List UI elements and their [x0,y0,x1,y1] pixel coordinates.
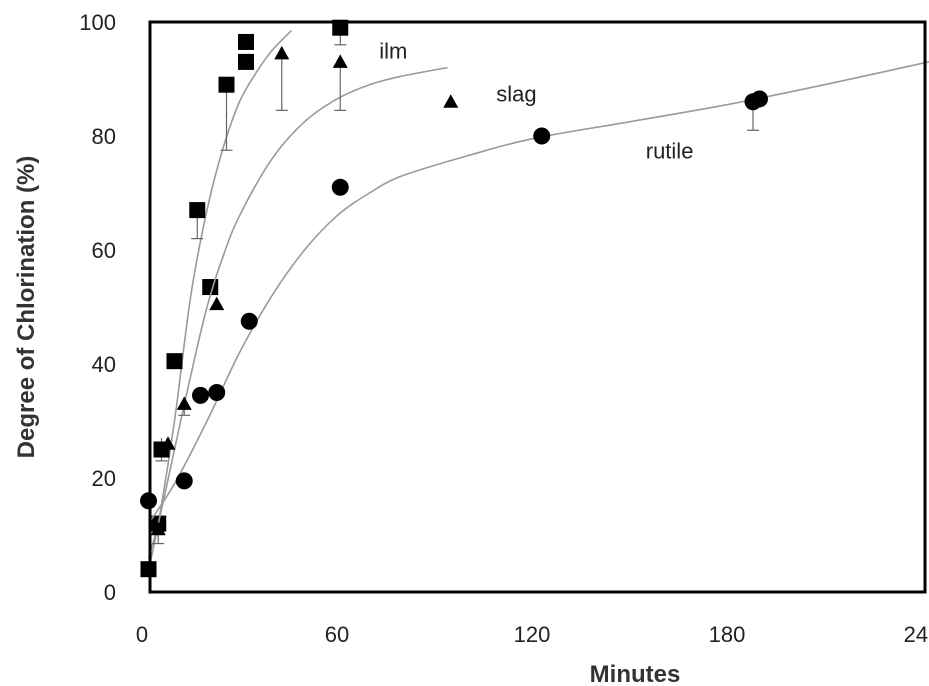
data-point-rutile [208,384,226,401]
x-axis-title: Minutes [590,661,681,686]
data-point-ilm [218,76,235,93]
fit-curve-ilm [147,29,293,570]
plot-frame [148,20,927,594]
y-axis-title: Degree of Chlorination (%) [13,156,40,459]
data-point-slag [150,521,166,536]
data-point-ilm [189,202,206,219]
plot-area [140,19,929,578]
data-point-rutile [240,312,258,330]
data-point-ilm [332,19,349,36]
data-point-ilm [166,353,183,370]
data-point-slag [274,45,290,60]
y-tick-label: 20 [92,466,116,491]
data-point-slag [209,296,225,311]
series-rutile [140,60,929,525]
data-point-slag [332,54,348,68]
x-axis-ticks: 0 60 120 180 240 [136,622,929,647]
data-point-rutile [331,178,349,196]
series-labels: ilm slag rutile [379,39,693,164]
x-tick-label: 0 [136,622,148,647]
series-label-rutile: rutile [646,138,694,163]
data-point-ilm [238,53,254,70]
y-tick-label: 40 [92,352,116,377]
y-tick-label: 60 [92,238,116,263]
fit-curve-slag [147,66,448,559]
y-axis-ticks: 0 20 40 60 80 100 [79,10,116,605]
data-point-rutile [533,127,551,145]
x-tick-label: 240 [904,622,929,647]
y-tick-label: 100 [79,10,116,35]
data-point-slag [160,436,176,450]
data-point-ilm [202,279,219,296]
series-ilm [140,19,349,578]
data-point-rutile [751,90,768,108]
series-label-ilm: ilm [379,39,407,64]
x-tick-label: 180 [709,622,746,647]
data-point-rutile [192,386,209,404]
data-point-rutile [175,472,193,490]
x-tick-label: 60 [325,622,349,647]
data-point-slag [443,94,459,108]
data-point-ilm [238,33,254,50]
y-tick-label: 0 [104,580,116,605]
series-label-slag: slag [496,81,536,106]
x-tick-label: 120 [514,622,551,647]
y-tick-label: 80 [92,124,116,149]
series-slag [147,45,459,559]
data-point-slag [176,396,192,410]
